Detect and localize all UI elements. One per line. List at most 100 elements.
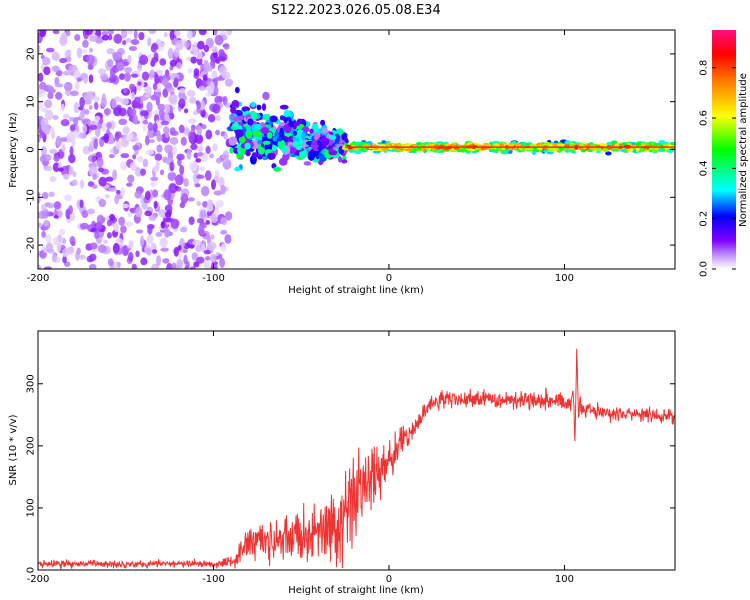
spectrogram-cell — [220, 229, 228, 235]
spectrogram-cell — [153, 200, 158, 209]
spectrogram-cell — [133, 96, 141, 104]
spectrogram-cell — [196, 174, 205, 180]
spectrogram-cell — [109, 213, 116, 222]
spectrogram-cell — [129, 161, 137, 172]
spectrogram-cell — [107, 58, 114, 68]
spectrogram-cell — [236, 125, 243, 131]
spectrogram-cell — [262, 113, 271, 121]
spectrogram-cell — [169, 59, 177, 67]
spectrogram-cell — [46, 248, 55, 254]
spectrogram-cell — [144, 93, 151, 98]
spectrogram-cell — [205, 219, 211, 225]
spectrogram-cell — [273, 166, 281, 172]
spectrogram-cell — [160, 247, 169, 252]
spectrogram-xlabel: Height of straight line (km) — [288, 285, 424, 296]
spectrogram-cell — [39, 132, 45, 139]
spectrogram-cell — [60, 119, 70, 127]
spectrogram-cell — [292, 141, 299, 147]
spectrogram-cell — [169, 112, 175, 120]
spectrogram-cell — [492, 149, 497, 153]
spectrogram-cell — [202, 200, 209, 208]
spectrogram-cell — [490, 147, 496, 151]
spectrogram-cell — [161, 78, 169, 86]
spectrogram-cell — [203, 249, 211, 255]
spectrogram-cell — [194, 183, 201, 188]
y-tick-label: 0 — [26, 567, 37, 573]
spectrogram-cell — [134, 190, 142, 199]
snr-series-line — [38, 348, 675, 570]
spectrogram-cell — [69, 145, 74, 157]
spectrogram-cell — [182, 248, 188, 254]
spectrogram-cell — [215, 199, 224, 208]
spectrogram-cell — [49, 148, 58, 155]
spectrogram-cell — [606, 141, 612, 146]
spectrogram-cell — [148, 214, 157, 221]
spectrogram-cell — [127, 212, 133, 218]
spectrogram-cell — [69, 116, 75, 122]
x-tick-label: -100 — [202, 574, 225, 585]
spectrogram-cell — [115, 140, 122, 150]
spectrogram-cell — [526, 147, 535, 151]
spectrogram-cell — [122, 126, 130, 135]
snr-xlabel: Height of straight line (km) — [288, 585, 424, 596]
spectrogram-cell — [86, 54, 95, 66]
spectrogram-cell — [257, 139, 262, 145]
x-tick-label: 0 — [386, 574, 392, 585]
y-tick-label: -20 — [26, 237, 37, 253]
spectrogram-cell — [196, 200, 202, 207]
spectrogram-cell — [657, 148, 666, 152]
spectrogram-cell — [62, 173, 70, 179]
spectrogram-cell — [594, 147, 602, 151]
spectrogram-cell — [152, 122, 158, 133]
spectrogram-cell — [49, 176, 57, 183]
spectrogram-cell — [164, 211, 172, 218]
spectrogram-cell — [619, 149, 627, 152]
spectrogram-cell — [142, 119, 149, 125]
spectrogram-cell — [571, 149, 576, 154]
spectrogram-cell — [51, 253, 57, 263]
spectrogram-cell — [134, 167, 142, 177]
spectrogram-cell — [115, 131, 122, 139]
spectrogram-cell — [73, 102, 80, 114]
spectrogram-cell — [51, 51, 60, 61]
spectrogram-cell — [630, 141, 637, 146]
spectrogram-cell — [91, 155, 97, 163]
spectrogram-cell — [96, 221, 103, 230]
spectrogram-cell — [328, 134, 337, 141]
snr-axes: -200 -100 0 100 0 100 200 300 — [26, 331, 675, 585]
spectrogram-cell — [177, 245, 182, 251]
spectrogram-cell — [667, 149, 673, 154]
spectrogram-cell — [92, 173, 97, 181]
spectrogram-cell — [38, 264, 42, 269]
spectrogram-cell — [136, 64, 143, 72]
spectrogram-cell — [288, 146, 297, 154]
spectrogram-cell — [73, 69, 81, 80]
spectrogram-cell — [224, 234, 232, 244]
colorbar-gradient — [712, 30, 736, 269]
spectrogram-cell — [260, 127, 269, 135]
spectrogram-cell — [399, 146, 405, 151]
spectrogram-cell — [64, 194, 72, 202]
spectrogram-cell — [397, 142, 402, 147]
spectrogram-cell — [196, 256, 205, 264]
spectrogram-cell — [249, 111, 258, 121]
spectrogram-cell — [120, 160, 127, 171]
spectrogram-cell — [267, 152, 276, 160]
spectrogram-cell — [94, 230, 100, 240]
spectrogram-cell — [187, 197, 195, 202]
spectrogram-cell — [120, 153, 130, 159]
spectrogram-cell — [210, 179, 216, 190]
spectrogram-cell — [129, 108, 137, 116]
spectrogram-cell — [81, 210, 89, 218]
spectrogram-cell — [185, 260, 190, 269]
spectrogram-cell — [205, 145, 211, 155]
spectrogram-cell — [212, 103, 221, 114]
spectrogram-cell — [520, 147, 526, 153]
spectrogram-cell — [98, 176, 107, 187]
spectrogram-cell — [113, 222, 119, 233]
spectrogram-cell — [137, 81, 142, 86]
spectrogram-cell — [301, 126, 310, 133]
spectrogram-cell — [144, 190, 151, 200]
